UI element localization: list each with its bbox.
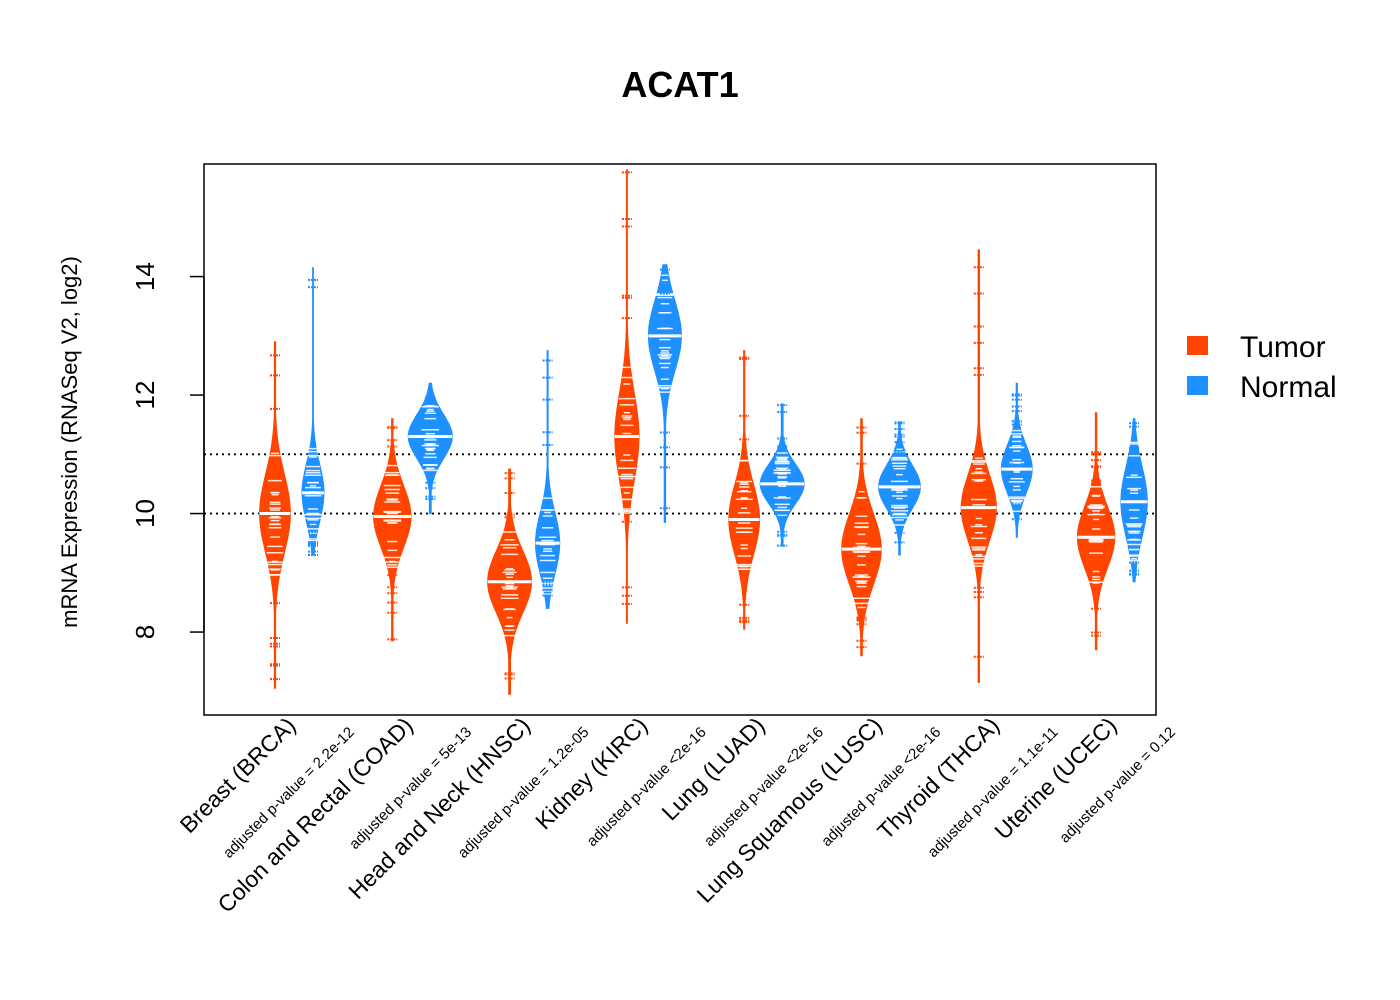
legend-label-tumor: Tumor [1240,331,1326,364]
normal-violin [1120,418,1148,583]
tumor-violin [373,418,412,642]
tumor-violin [960,249,997,683]
y-tick-label: 8 [130,625,160,639]
chart-title: ACAT1 [621,64,738,105]
tumor-violin [259,341,291,689]
tumor-violin [728,350,761,630]
y-axis-label: mRNA Expression (RNASeq V2, log2) [57,256,82,628]
y-tick-label: 12 [130,381,160,410]
normal-violin-body [759,403,805,547]
category-label: Breast (BRCA) [175,712,301,838]
legend-label-normal: Normal [1240,371,1337,404]
y-tick-label: 10 [130,499,160,528]
legend-swatch-tumor [1187,336,1208,355]
tumor-violin-body [373,418,412,642]
legend-swatch-normal [1187,376,1208,395]
tumor-violin [487,468,533,695]
normal-violin [759,403,805,547]
normal-violin [535,350,561,609]
tumor-violin-body [1076,412,1116,651]
tumor-violin [614,169,640,624]
tumor-violin [841,418,882,657]
normal-violin [878,421,921,556]
normal-violin [301,267,325,557]
normal-violin [407,382,453,515]
tumor-violin-body [614,169,640,624]
normal-violin-body [535,350,561,609]
tumor-violin-body [960,249,997,683]
legend: Tumor Normal [1187,331,1337,404]
y-tick-label: 14 [130,262,160,291]
normal-violin-body [647,264,682,523]
tumor-violin [1076,412,1116,651]
normal-violin-body [301,267,325,556]
tumor-violin-body [728,350,761,630]
normal-violin [1000,382,1033,538]
tumor-violin-body [841,418,882,657]
normal-violin [647,264,682,523]
